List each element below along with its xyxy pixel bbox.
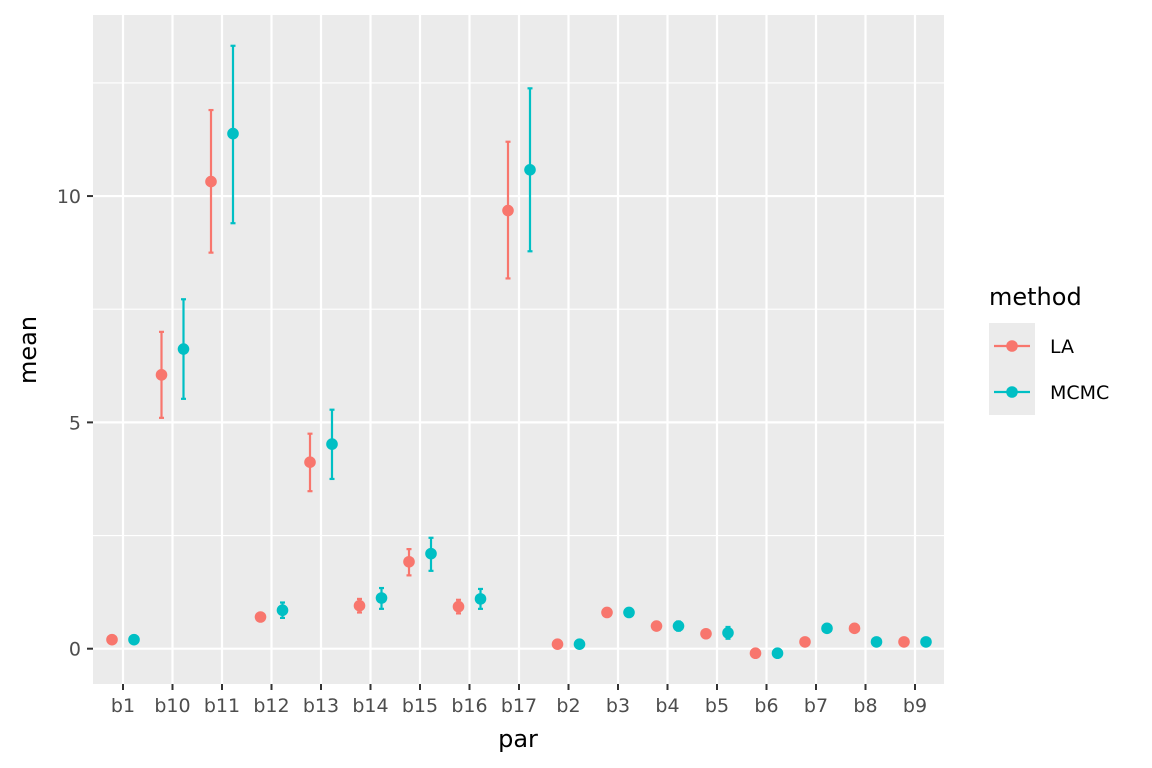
point-mcmc <box>474 593 487 605</box>
y-axis-title: mean <box>14 316 42 384</box>
point-mcmc <box>623 606 635 619</box>
legend-key-point-mcmc <box>1006 386 1018 398</box>
point-mcmc <box>177 343 190 355</box>
point-la <box>155 369 168 381</box>
point-la <box>799 636 811 648</box>
data-marks <box>106 44 932 660</box>
x-tick-label: b13 <box>303 695 339 717</box>
point-la <box>304 456 316 469</box>
x-tick-label: b1 <box>111 695 135 717</box>
legend-title: method <box>989 283 1082 311</box>
x-tick-label: b4 <box>655 695 679 717</box>
legend-label-mcmc: MCMC <box>1050 382 1109 404</box>
point-mcmc <box>722 627 734 639</box>
point-mcmc <box>672 620 685 632</box>
y-tick-label: 10 <box>57 186 81 208</box>
x-axis-ticks: b1 b10 b11 b12 b13 b14 b15 b16 b17 b2 b3 b4 b5 b6 b7 b8… <box>111 684 927 717</box>
major-gridlines <box>93 15 944 684</box>
point-la <box>650 620 663 632</box>
point-mcmc <box>920 636 932 648</box>
point-mcmc <box>524 164 536 176</box>
y-tick-label: 0 <box>69 639 81 661</box>
point-mcmc <box>771 647 784 660</box>
x-tick-label: b3 <box>606 695 630 717</box>
legend-key-point-la <box>1006 340 1018 352</box>
point-la <box>353 599 366 612</box>
point-la <box>700 627 712 640</box>
point-mcmc <box>573 638 586 650</box>
point-la <box>254 611 267 623</box>
legend-label-la: LA <box>1050 336 1074 358</box>
x-tick-label: b12 <box>253 695 289 717</box>
point-la <box>848 622 861 635</box>
x-tick-label: b5 <box>705 695 729 717</box>
point-la <box>502 204 514 217</box>
x-tick-label: b11 <box>204 695 240 717</box>
point-la <box>551 638 564 650</box>
point-la <box>898 636 910 648</box>
x-tick-label: b7 <box>804 695 828 717</box>
point-mcmc <box>326 438 338 450</box>
x-tick-label: b17 <box>501 695 537 717</box>
x-axis-title: par <box>498 725 538 753</box>
y-axis-ticks: 0 5 10 <box>57 186 93 661</box>
x-tick-label: b16 <box>451 695 487 717</box>
point-la <box>403 555 415 568</box>
y-tick-label: 5 <box>69 412 81 434</box>
point-mcmc <box>375 592 388 604</box>
x-tick-label: b9 <box>903 695 927 717</box>
point-mcmc <box>276 604 289 617</box>
x-tick-label: b10 <box>154 695 190 717</box>
x-tick-label: b14 <box>352 695 388 717</box>
x-tick-label: b2 <box>556 695 580 717</box>
x-tick-label: b15 <box>402 695 438 717</box>
point-la <box>452 600 465 613</box>
point-la <box>205 175 217 188</box>
point-la <box>601 606 613 619</box>
legend-keys <box>994 340 1030 398</box>
point-mcmc <box>128 633 140 646</box>
point-la <box>106 633 118 646</box>
point-mcmc <box>425 547 437 560</box>
point-mcmc <box>870 636 883 648</box>
legend: method LA MCMC <box>989 283 1109 415</box>
x-tick-label: b8 <box>853 695 877 717</box>
point-mcmc <box>821 622 833 635</box>
point-mcmc <box>227 127 239 140</box>
x-tick-label: b6 <box>754 695 778 717</box>
point-la <box>749 647 762 660</box>
